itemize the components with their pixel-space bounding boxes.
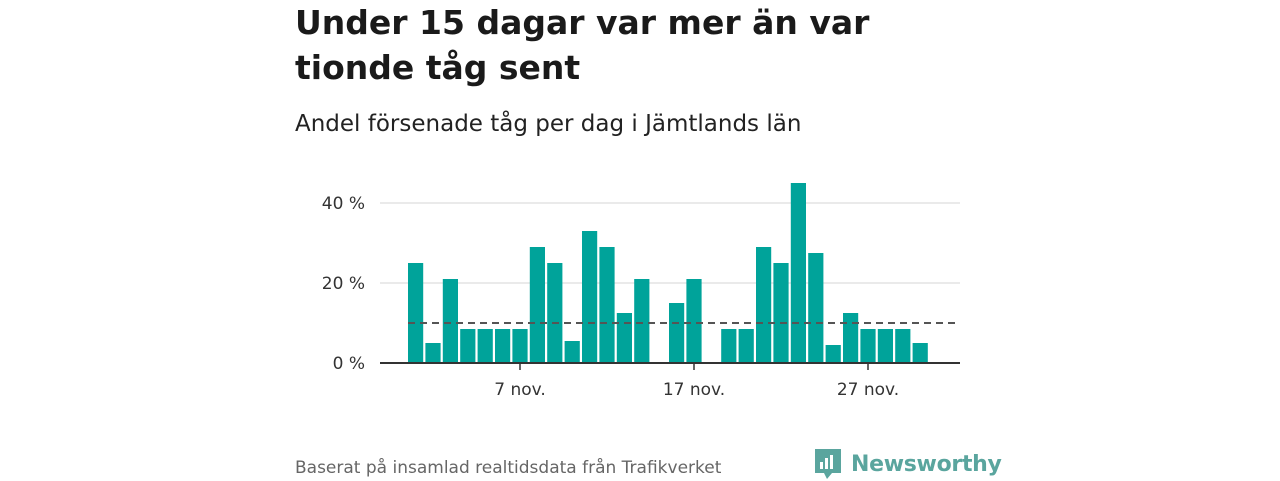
x-tick-label: 7 nov. xyxy=(494,380,546,400)
chart-subtitle: Andel försenade tåg per dag i Jämtlands … xyxy=(295,111,802,137)
newsworthy-logo-icon xyxy=(815,449,841,479)
bar xyxy=(547,263,563,363)
bar xyxy=(460,329,476,363)
axes: 0 % 20 % 40 % 7 nov. 17 nov. 27 nov. xyxy=(322,194,960,400)
x-tick-label: 27 nov. xyxy=(837,380,899,400)
bar xyxy=(808,253,824,363)
source-note: Baserat på insamlad realtidsdata från Tr… xyxy=(295,458,722,478)
x-tick-label: 17 nov. xyxy=(663,380,725,400)
brand-name: Newsworthy xyxy=(851,451,1002,477)
bar xyxy=(564,341,580,363)
bar xyxy=(669,303,685,363)
bar xyxy=(686,279,702,363)
bar xyxy=(895,329,911,363)
bar xyxy=(825,345,841,363)
bar xyxy=(512,329,528,363)
chart-title: Under 15 dagar var mer än var tionde tåg… xyxy=(295,3,870,87)
bar xyxy=(616,313,632,363)
bar xyxy=(425,343,441,363)
bar xyxy=(408,263,424,363)
bar xyxy=(495,329,511,363)
bar xyxy=(477,329,493,363)
bar xyxy=(756,247,772,363)
bar xyxy=(442,279,458,363)
bars xyxy=(408,183,928,363)
bar xyxy=(634,279,650,363)
bar xyxy=(773,263,789,363)
bar xyxy=(877,329,893,363)
bar xyxy=(599,247,615,363)
y-tick-label: 40 % xyxy=(322,194,365,214)
bar xyxy=(582,231,598,363)
bar xyxy=(843,313,859,363)
bar xyxy=(912,343,928,363)
y-tick-label: 0 % xyxy=(333,354,365,374)
bar xyxy=(860,329,876,363)
grid-lines xyxy=(380,202,960,284)
brand-logo[interactable]: Newsworthy xyxy=(813,447,1002,481)
bar xyxy=(721,329,737,363)
y-tick-label: 20 % xyxy=(322,274,365,294)
bar xyxy=(738,329,754,363)
bar xyxy=(529,247,545,363)
bar xyxy=(790,183,806,363)
